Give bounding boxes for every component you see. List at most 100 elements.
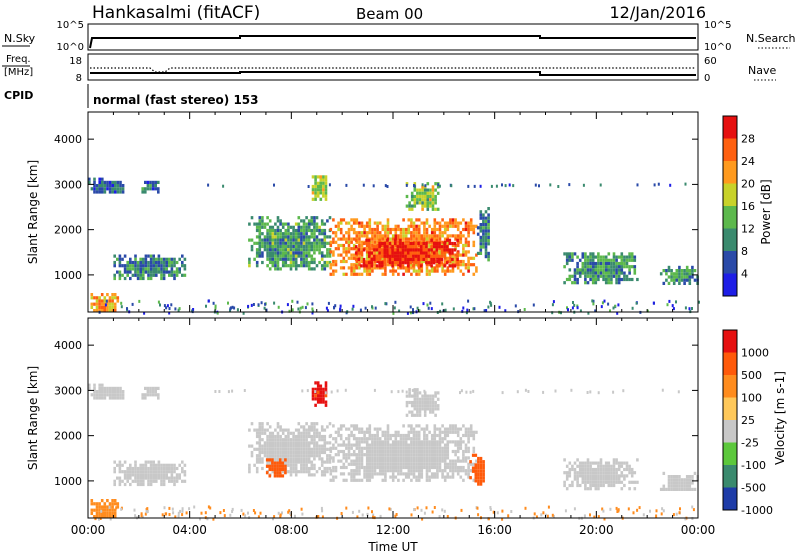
echo-cell: [441, 456, 444, 460]
echo-cell: [451, 472, 455, 476]
echo-cell: [391, 245, 394, 249]
echo-cell: [355, 247, 359, 251]
echo-cell: [425, 234, 429, 238]
echo-cell: [625, 467, 629, 472]
echo-cell: [411, 388, 414, 392]
echo-cell: [108, 508, 112, 512]
echo-cell: [407, 475, 411, 479]
echo-cell: [607, 261, 611, 266]
echo-cell: [95, 299, 99, 303]
echo-cell: [428, 446, 431, 450]
echo-cell: [376, 427, 379, 431]
echo-cell: [487, 242, 490, 246]
echo-cell: [615, 471, 618, 475]
echo-cell: [152, 273, 155, 277]
echo-cell: [691, 505, 694, 509]
echo-cell: [119, 393, 122, 397]
echo-cell: [294, 460, 298, 464]
echo-cell: [334, 437, 338, 441]
echo-cell: [402, 231, 405, 235]
echo-cell: [438, 430, 442, 434]
echo-cell: [375, 245, 379, 249]
colorbar-tick-label: 24: [741, 155, 755, 168]
echo-cell: [431, 404, 435, 408]
echo-cell: [95, 305, 99, 309]
echo-cell: [389, 459, 392, 463]
echo-cell: [448, 241, 452, 246]
echo-cell: [394, 469, 398, 473]
echo-cell: [149, 476, 153, 480]
echo-cell: [394, 453, 398, 457]
echo-cell: [319, 188, 323, 192]
echo-cell: [365, 462, 369, 466]
echo-cell: [589, 487, 592, 491]
echo-cell: [409, 254, 413, 258]
echo-cell: [391, 453, 395, 457]
echo-cell: [214, 306, 217, 310]
echo-cell: [376, 240, 379, 244]
echo-cell: [98, 177, 101, 181]
echo-cell: [352, 253, 356, 257]
echo-cell: [482, 229, 485, 233]
echo-cell: [328, 454, 332, 458]
echo-cell: [281, 447, 285, 451]
echo-cell: [373, 250, 377, 254]
echo-cell: [581, 265, 585, 269]
echo-cell: [599, 183, 602, 187]
echo-cell: [329, 263, 333, 267]
echo-cell: [297, 434, 301, 439]
echo-cell: [168, 270, 171, 274]
echo-cell: [441, 430, 444, 434]
echo-cell: [253, 428, 256, 432]
echo-cell: [599, 274, 603, 278]
echo-cell: [113, 305, 117, 309]
echo-cell: [698, 300, 700, 304]
echo-cell: [90, 305, 94, 309]
echo-cell: [373, 472, 377, 476]
echo-cell: [625, 274, 629, 278]
colorbar-segment: [723, 375, 737, 398]
echo-cell: [399, 264, 402, 268]
echo-cell: [113, 466, 116, 471]
echo-cell: [106, 184, 109, 188]
echo-cell: [420, 475, 424, 479]
echo-cell: [573, 274, 577, 278]
echo-cell: [160, 264, 163, 268]
echo-cell: [314, 387, 317, 391]
echo-cell: [355, 459, 359, 463]
echo-cell: [149, 473, 153, 477]
echo-cell: [345, 465, 348, 470]
echo-cell: [363, 231, 366, 235]
echo-cell: [421, 394, 424, 398]
echo-cell: [586, 477, 590, 481]
echo-cell: [425, 449, 429, 454]
echo-cell: [146, 390, 150, 394]
echo-cell: [487, 223, 490, 227]
echo-cell: [407, 462, 411, 466]
echo-cell: [292, 438, 295, 442]
echo-cell: [422, 245, 426, 249]
echo-cell: [433, 224, 437, 228]
echo-cell: [328, 460, 332, 464]
echo-cell: [472, 272, 476, 276]
echo-cell: [441, 459, 444, 463]
echo-cell: [594, 268, 598, 272]
echo-cell: [152, 257, 155, 261]
echo-cell: [371, 237, 374, 241]
echo-cell: [431, 198, 435, 202]
echo-cell: [584, 274, 587, 278]
echo-cell: [373, 240, 377, 244]
echo-cell: [347, 453, 351, 457]
echo-cell: [489, 300, 492, 304]
echo-cell: [324, 188, 328, 192]
echo-cell: [136, 473, 140, 477]
echo-cell: [584, 268, 587, 272]
echo-cell: [438, 184, 441, 188]
echo-cell: [292, 470, 295, 474]
echo-cell: [277, 511, 280, 515]
echo-cell: [326, 241, 329, 245]
echo-cell: [576, 477, 579, 481]
echo-cell: [373, 437, 377, 441]
echo-cell: [300, 254, 303, 258]
echo-cell: [300, 450, 303, 455]
